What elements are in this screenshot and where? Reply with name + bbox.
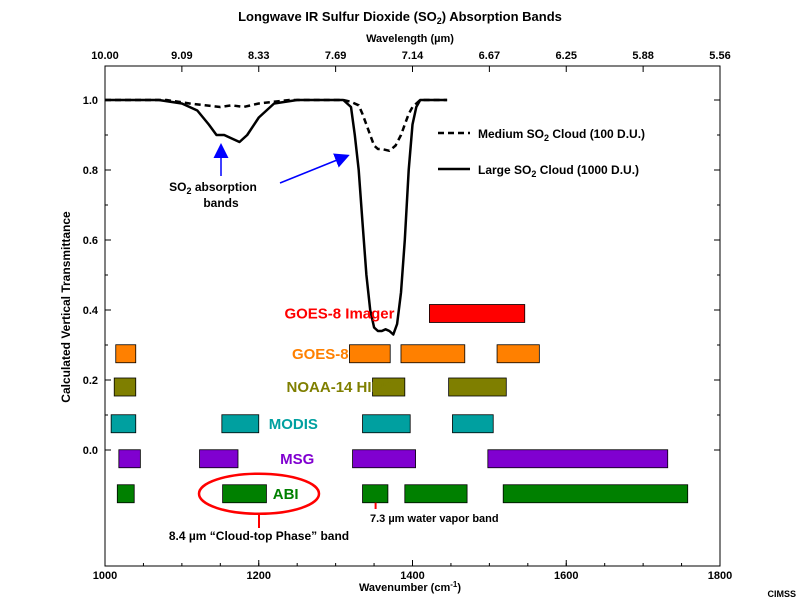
band-bar bbox=[429, 304, 526, 323]
band-bar bbox=[199, 449, 239, 469]
band-bar bbox=[404, 484, 468, 504]
so2-annotation-line2: bands bbox=[203, 196, 239, 210]
y-tick-label: 0.4 bbox=[83, 305, 99, 317]
x-tick-label: 1200 bbox=[247, 570, 271, 582]
band-bar bbox=[452, 414, 494, 434]
legend-label: Medium SO2 Cloud (100 D.U.) bbox=[478, 127, 645, 143]
y-tick-label: 0.6 bbox=[83, 235, 98, 247]
band-bar bbox=[362, 484, 389, 504]
instrument-label: MSG bbox=[280, 451, 314, 468]
top-axis-label: Wavelength (µm) bbox=[366, 33, 454, 45]
band-bar bbox=[496, 344, 540, 364]
top-tick-label: 5.56 bbox=[709, 50, 730, 62]
y-tick-label: 0.8 bbox=[83, 165, 98, 177]
band-bar bbox=[487, 449, 669, 469]
x-axis-label: Wavenumber (cm-1) bbox=[359, 580, 461, 594]
series-line-large bbox=[105, 98, 448, 336]
band-bar bbox=[352, 449, 416, 469]
chart-title: Longwave IR Sulfur Dioxide (SO2) Absorpt… bbox=[238, 9, 562, 26]
band-bar bbox=[221, 414, 260, 434]
top-tick-label: 9.09 bbox=[171, 50, 192, 62]
band-bar bbox=[502, 484, 689, 504]
series-line-medium bbox=[105, 98, 448, 153]
x-tick-label: 1800 bbox=[708, 570, 732, 582]
band-bar bbox=[110, 414, 137, 434]
band-bar bbox=[222, 484, 267, 504]
so2-annotation: SO2 absorption bbox=[169, 180, 257, 196]
top-tick-label: 7.14 bbox=[402, 50, 424, 62]
top-tick-label: 8.33 bbox=[248, 50, 269, 62]
band-bar bbox=[115, 344, 137, 364]
top-tick-label: 6.67 bbox=[479, 50, 500, 62]
band-bar bbox=[448, 377, 507, 397]
water-vapor-annotation: 7.3 µm water vapor band bbox=[370, 513, 499, 525]
band-bar bbox=[372, 377, 406, 397]
instrument-label: MODIS bbox=[269, 416, 318, 433]
cloud-top-annotation: 8.4 µm “Cloud-top Phase” band bbox=[169, 529, 349, 543]
y-axis-label: Calculated Vertical Transmittance bbox=[59, 211, 73, 403]
top-tick-label: 5.88 bbox=[632, 50, 653, 62]
credit-label: CIMSS bbox=[767, 589, 796, 599]
y-tick-label: 1.0 bbox=[83, 95, 98, 107]
instrument-label: NOAA-14 HIRS bbox=[287, 379, 393, 396]
top-tick-label: 7.69 bbox=[325, 50, 346, 62]
instrument-label: ABI bbox=[273, 486, 299, 503]
band-bar bbox=[116, 484, 135, 504]
band-bar bbox=[113, 377, 137, 397]
top-tick-label: 10.00 bbox=[91, 50, 119, 62]
x-tick-label: 1400 bbox=[400, 570, 424, 582]
top-tick-label: 6.25 bbox=[556, 50, 577, 62]
instrument-label: GOES-8 Imager bbox=[284, 306, 394, 323]
y-tick-label: 0.2 bbox=[83, 375, 98, 387]
band-bar bbox=[362, 414, 411, 434]
band-bar bbox=[400, 344, 466, 364]
band-bar bbox=[118, 449, 141, 469]
instrument-label: GOES-8 Sndr bbox=[292, 346, 387, 363]
arrow-line bbox=[279, 153, 350, 184]
band-bar bbox=[349, 344, 391, 364]
legend-label: Large SO2 Cloud (1000 D.U.) bbox=[478, 163, 639, 179]
plot-area: 1000 1200 1400 1600 1800 10.00 9.09 8.33 7.69 7.1… bbox=[83, 50, 733, 582]
x-tick-label: 1600 bbox=[554, 570, 578, 582]
y-tick-label: 0.0 bbox=[83, 445, 98, 457]
x-tick-label: 1000 bbox=[93, 570, 117, 582]
